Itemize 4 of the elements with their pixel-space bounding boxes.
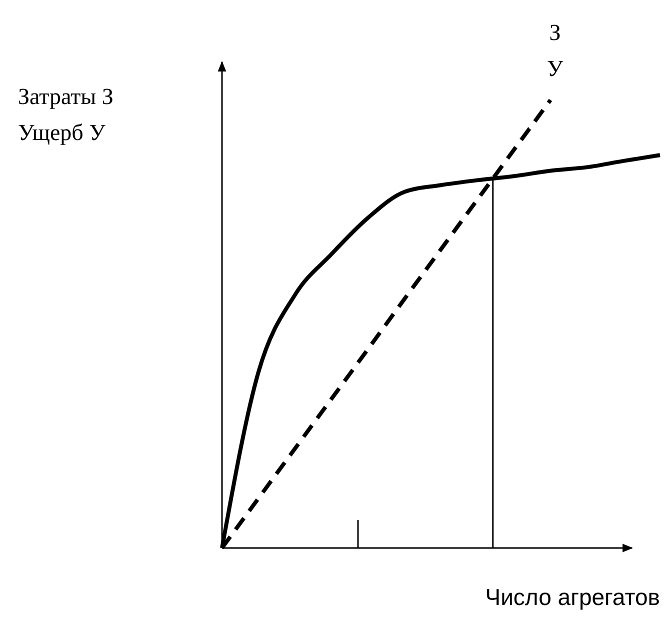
y-axis-title: Затраты З Ущерб У xyxy=(18,84,114,145)
text: У xyxy=(546,56,564,81)
x-axis-title: Число агрегатов xyxy=(485,584,660,610)
text: З xyxy=(549,20,561,45)
